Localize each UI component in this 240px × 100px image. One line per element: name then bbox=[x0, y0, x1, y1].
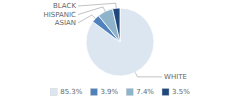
legend-swatch bbox=[50, 89, 57, 96]
legend-item: 3.5% bbox=[162, 88, 190, 96]
leader-line bbox=[78, 3, 116, 8]
pie-slice bbox=[113, 8, 120, 42]
legend-swatch bbox=[162, 89, 169, 96]
pie-slice bbox=[86, 8, 154, 76]
pie bbox=[86, 8, 154, 76]
leader-line bbox=[135, 72, 162, 76]
pie-slice bbox=[99, 9, 120, 42]
category-label: ASIAN bbox=[55, 19, 76, 27]
labels: WHITE ASIANHISPANICBLACK bbox=[43, 2, 186, 81]
legend-swatch bbox=[90, 89, 97, 96]
legend-label: 7.4% bbox=[136, 88, 154, 96]
legend-item: 85.3% bbox=[50, 88, 83, 96]
legend: 85.3% 3.9% 7.4% 3.5% bbox=[50, 88, 190, 96]
legend-item: 3.9% bbox=[90, 88, 118, 96]
leader-line bbox=[78, 15, 95, 23]
legend-label: 85.3% bbox=[60, 88, 83, 96]
category-label: WHITE bbox=[164, 73, 187, 81]
chart: WHITE ASIANHISPANICBLACK 85.3% 3.9% 7.4% 3.5% bbox=[0, 0, 240, 100]
category-label: HISPANIC bbox=[43, 11, 76, 19]
leader-line bbox=[78, 7, 105, 15]
legend-swatch bbox=[126, 89, 133, 96]
category-label: BLACK bbox=[53, 2, 76, 10]
legend-item: 7.4% bbox=[126, 88, 154, 96]
legend-label: 3.9% bbox=[100, 88, 118, 96]
legend-label: 3.5% bbox=[172, 88, 190, 96]
